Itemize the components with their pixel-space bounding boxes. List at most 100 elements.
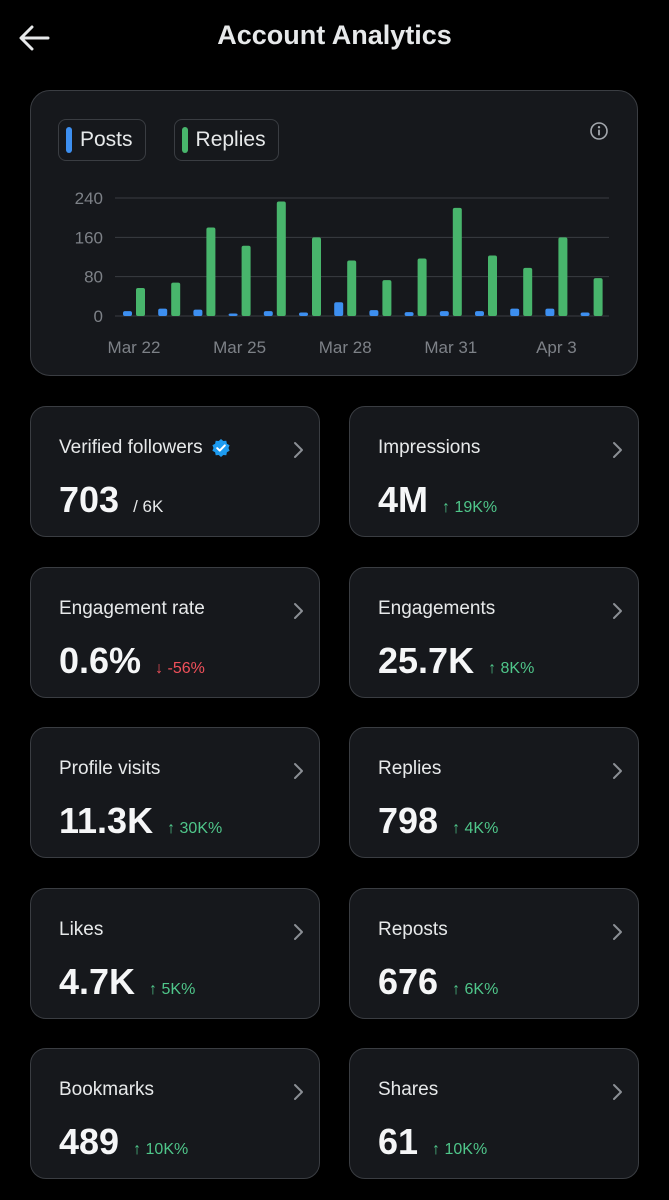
- metric-value: 61: [378, 1121, 419, 1162]
- x-tick-label: Apr 3: [536, 338, 577, 357]
- posts-bar[interactable]: [545, 308, 555, 316]
- metric-card-reposts[interactable]: Reposts 676 ↑ 6K%: [349, 888, 639, 1019]
- top-bar: Account Analytics: [0, 0, 669, 78]
- chevron-right-icon: [294, 1084, 303, 1100]
- chevron-right-icon: [294, 442, 303, 458]
- replies-bar[interactable]: [347, 260, 357, 316]
- x-tick-label: Mar 31: [424, 338, 477, 357]
- back-button[interactable]: [14, 18, 54, 58]
- replies-bar[interactable]: [417, 258, 427, 316]
- replies-bar[interactable]: [136, 287, 145, 316]
- metric-label: Reposts: [378, 919, 448, 940]
- activity-chart-card: Posts Replies 0 80 160 240 Mar 22 Mar 25 Mar 2…: [30, 90, 638, 376]
- metric-label: Engagement rate: [59, 598, 205, 619]
- bar-chart: 0 80 160 240 Mar 22 Mar 25 Mar 28 Mar 31 Apr 3: [75, 189, 609, 357]
- replies-bar[interactable]: [276, 201, 286, 316]
- metric-label: Bookmarks: [59, 1079, 155, 1100]
- metric-value: 25.7K: [378, 640, 475, 681]
- posts-bar[interactable]: [580, 312, 590, 316]
- posts-bar[interactable]: [369, 310, 379, 316]
- metric-card-impressions[interactable]: Impressions 4M ↑ 19K%: [349, 406, 639, 537]
- metric-change: ↓ -56%: [155, 660, 205, 677]
- metric-card-verified-followers[interactable]: Verified followers 703 / 6K: [30, 406, 320, 537]
- metric-value: 4.7K: [59, 961, 136, 1002]
- chevron-right-icon: [613, 924, 622, 940]
- metric-card-replies[interactable]: Replies 798 ↑ 4K%: [349, 727, 639, 858]
- chevron-right-icon: [294, 924, 303, 940]
- metric-value-row: 61 ↑ 10K%: [378, 1121, 487, 1163]
- info-icon[interactable]: [589, 121, 609, 141]
- metric-label: Verified followers: [59, 437, 203, 458]
- metric-card-engagements[interactable]: Engagements 25.7K ↑ 8K%: [349, 567, 639, 698]
- metric-label-row: Impressions: [378, 437, 480, 459]
- replies-bar[interactable]: [206, 227, 216, 317]
- metric-label-row: Replies: [378, 758, 441, 780]
- chevron-right-icon: [613, 763, 622, 779]
- y-tick-label: 80: [84, 268, 103, 287]
- metric-change: ↑ 10K%: [432, 1141, 488, 1158]
- metric-value-row: 798 ↑ 4K%: [378, 800, 498, 842]
- metric-label-row: Profile visits: [59, 758, 160, 780]
- posts-bar[interactable]: [123, 311, 132, 316]
- metric-value: 4M: [378, 479, 429, 520]
- metric-card-profile-visits[interactable]: Profile visits 11.3K ↑ 30K%: [30, 727, 320, 858]
- y-tick-label: 160: [75, 228, 103, 247]
- metric-change: ↑ 10K%: [133, 1141, 189, 1158]
- metric-card-bookmarks[interactable]: Bookmarks 489 ↑ 10K%: [30, 1048, 320, 1179]
- replies-bar[interactable]: [593, 278, 603, 316]
- posts-bar[interactable]: [439, 311, 449, 316]
- legend-posts-label: Posts: [80, 128, 133, 151]
- metric-card-engagement-rate[interactable]: Engagement rate 0.6% ↓ -56%: [30, 567, 320, 698]
- replies-bar[interactable]: [241, 245, 251, 316]
- metric-change: ↑ 8K%: [488, 660, 535, 677]
- metric-label: Impressions: [378, 437, 481, 458]
- legend-replies-toggle[interactable]: Replies: [173, 119, 279, 161]
- metric-label-row: Verified followers: [59, 437, 231, 459]
- replies-bar[interactable]: [171, 282, 181, 316]
- replies-bar[interactable]: [452, 207, 462, 316]
- metric-card-likes[interactable]: Likes 4.7K ↑ 5K%: [30, 888, 320, 1019]
- metric-change: ↑ 30K%: [167, 820, 223, 837]
- verified-badge-icon: [212, 439, 230, 457]
- replies-bar[interactable]: [488, 255, 497, 316]
- metric-label-row: Reposts: [378, 919, 448, 941]
- y-tick-label: 240: [75, 189, 103, 208]
- metric-total: / 6K: [133, 497, 164, 516]
- chevron-right-icon: [613, 603, 622, 619]
- metric-value-row: 489 ↑ 10K%: [59, 1121, 188, 1163]
- posts-swatch: [66, 127, 72, 153]
- metric-value: 676: [378, 961, 439, 1002]
- metric-value-row: 676 ↑ 6K%: [378, 961, 498, 1003]
- chevron-right-icon: [613, 1084, 622, 1100]
- replies-bar[interactable]: [382, 280, 392, 316]
- replies-bar[interactable]: [523, 267, 533, 316]
- metric-label: Engagements: [378, 598, 496, 619]
- metric-label-row: Engagement rate: [59, 598, 205, 620]
- x-tick-label: Mar 22: [108, 338, 161, 357]
- metric-label: Likes: [59, 919, 104, 940]
- metric-value-row: 25.7K ↑ 8K%: [378, 640, 534, 682]
- replies-swatch: [181, 127, 188, 153]
- metric-change: ↑ 19K%: [442, 499, 498, 516]
- metric-value: 489: [59, 1121, 120, 1162]
- metric-card-shares[interactable]: Shares 61 ↑ 10K%: [349, 1048, 639, 1179]
- legend-posts-toggle[interactable]: Posts: [58, 119, 146, 161]
- posts-bar[interactable]: [510, 308, 520, 316]
- posts-bar[interactable]: [263, 311, 273, 316]
- replies-bar[interactable]: [558, 237, 568, 316]
- posts-bar[interactable]: [404, 312, 414, 316]
- y-tick-label: 0: [94, 307, 103, 326]
- metric-value-row: 4M ↑ 19K%: [378, 479, 497, 521]
- metric-label: Replies: [378, 758, 442, 779]
- posts-bar[interactable]: [158, 308, 168, 316]
- posts-bar[interactable]: [334, 302, 344, 316]
- metric-value-row: 0.6% ↓ -56%: [59, 640, 205, 682]
- posts-bar[interactable]: [193, 309, 203, 316]
- posts-bar[interactable]: [228, 313, 238, 316]
- metric-value-row: 11.3K ↑ 30K%: [59, 800, 222, 842]
- posts-bar[interactable]: [299, 312, 308, 316]
- chevron-right-icon: [294, 603, 303, 619]
- replies-bar[interactable]: [312, 237, 321, 316]
- x-tick-label: Mar 28: [319, 338, 372, 357]
- posts-bar[interactable]: [475, 311, 484, 316]
